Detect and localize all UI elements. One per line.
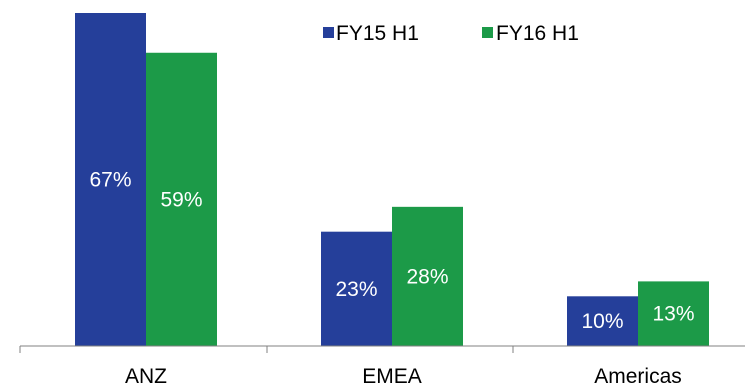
legend-label-1: FY15 H1 <box>336 22 419 45</box>
bar-anz-series-2 <box>146 52 217 346</box>
bar-anz-series-1 <box>75 13 146 346</box>
category-label-emea: EMEA <box>362 365 422 387</box>
bar-emea-series-1 <box>321 231 392 346</box>
category-label-americas: Americas <box>594 365 682 387</box>
legend: FY15 H1 FY16 H1 <box>323 22 579 45</box>
bar-value-labels: 67% 59% 23% 28% 10% 13% <box>89 169 694 334</box>
bar-value-label: 59% <box>160 188 202 211</box>
bar-value-label: 10% <box>581 310 623 333</box>
x-axis: ANZ EMEA Americas <box>19 345 745 387</box>
bar-emea-series-2 <box>392 206 463 346</box>
legend-swatch-2 <box>482 27 493 38</box>
bars-layer <box>75 13 709 346</box>
bar-value-label: 28% <box>406 265 448 288</box>
bar-americas-series-2 <box>638 281 709 346</box>
bar-value-label: 13% <box>652 303 694 326</box>
bar-value-label: 67% <box>89 169 131 192</box>
legend-swatch-1 <box>323 27 334 38</box>
category-label-anz: ANZ <box>125 365 167 387</box>
bar-value-label: 23% <box>335 278 377 301</box>
legend-label-2: FY16 H1 <box>496 22 579 45</box>
bar-americas-series-1 <box>567 296 638 346</box>
